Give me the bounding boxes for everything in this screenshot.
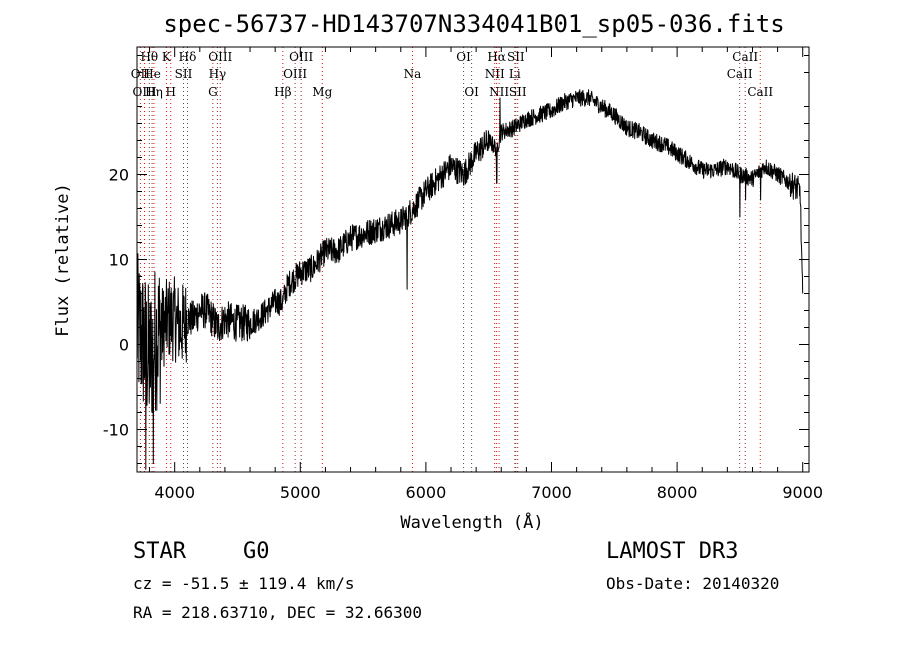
reference-line-label: OIII [283,67,307,81]
reference-line-label: Mg [312,85,332,99]
reference-line-label: Hδ [179,50,197,64]
reference-line-label: He [143,67,161,81]
coordinates: RA = 218.63710, DEC = 32.66300 [133,603,422,622]
reference-line-label: CaII [747,85,773,99]
object-class: STAR [133,539,186,564]
reference-line-label: CaII [732,50,758,64]
x-axis-ticks: 4000 5000 6000 7000 8000 9000 [149,47,823,502]
reference-line-label: H [166,85,176,99]
flux-series-line [136,89,804,470]
x-tick-label: 4000 [154,483,195,502]
reference-line-label: Hγ [209,67,227,81]
x-tick-label: 8000 [657,483,698,502]
redshift-cz-value: cz = -51.5 ± 119.4 km/s [133,574,355,593]
spectral-subclass: G0 [243,539,270,564]
reference-line-label: K [162,50,172,64]
coordinates-value: RA = 218.63710, DEC = 32.66300 [133,603,422,622]
observation-date: Obs-Date: 20140320 [606,574,779,593]
x-tick-label: 5000 [280,483,321,502]
y-tick-label: -10 [103,421,129,440]
reference-lines [139,47,761,472]
x-tick-label: 9000 [782,483,823,502]
spectral-subclass-value: G0 [243,539,270,564]
reference-line-label: OI [456,50,471,64]
survey-name: LAMOST DR3 [606,539,738,564]
reference-line-label: G [208,85,218,99]
reference-line-label: NII [489,85,509,99]
reference-line-labels: Hθ OII OIII He Hη K H SII Hδ OIII Hγ G Hβ OIII OIII Mg N… [131,50,774,99]
reference-line-label: OII [131,67,151,81]
y-tick-label: 10 [109,251,129,270]
observation-date-value: Obs-Date: 20140320 [606,574,780,593]
object-class-value: STAR [133,539,186,564]
reference-line-label: CaII [727,67,753,81]
reference-line-label: Na [404,67,422,81]
y-axis-ticks: -10 0 10 20 [103,55,809,464]
reference-line-label: Hα [487,50,506,64]
y-tick-label: 0 [119,336,129,355]
x-tick-label: 7000 [531,483,572,502]
reference-line-label: OIII [289,50,313,64]
reference-line-label: SII [507,50,525,64]
y-tick-label: 20 [109,166,129,185]
reference-line-label: Hη [145,85,163,99]
reference-line-label: Hβ [274,85,291,99]
chart-title: spec-56737-HD143707N334041B01_sp05-036.f… [163,10,784,38]
x-tick-label: 6000 [406,483,447,502]
reference-line-label: SII [175,67,193,81]
redshift-cz: cz = -51.5 ± 119.4 km/s [133,574,355,593]
reference-line-label: Hθ [140,50,158,64]
reference-line-label: SII [509,85,527,99]
plot-frame [136,46,810,473]
reference-line-label: Li [509,67,521,81]
reference-line-label: OIII [208,50,232,64]
survey-name-value: LAMOST DR3 [606,539,739,564]
reference-line-label: OIII [133,85,157,99]
x-axis-label: Wavelength (Å) [400,511,543,533]
reference-line-label: NII [485,67,505,81]
y-axis-label: Flux (relative) [53,183,73,337]
reference-line-label: OI [464,85,479,99]
